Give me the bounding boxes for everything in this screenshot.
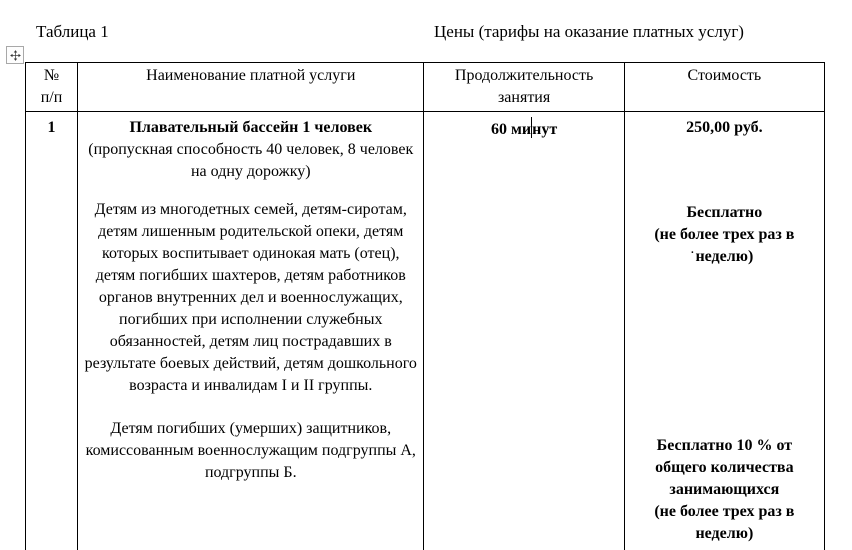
header-cell-cost[interactable]: Стоимость (623, 62, 826, 112)
cost-free2-note: (не более трех раз в неделю) (654, 503, 795, 542)
table-label: Таблица 1 (36, 22, 109, 41)
header-cell-duration[interactable]: Продолжительность занятия (423, 62, 625, 112)
row-number: 1 (47, 119, 56, 136)
header-service-label: Наименование платной услуги (146, 67, 356, 84)
cell-cost[interactable]: 250,00 руб. Бесплатно (не более трех раз… (623, 111, 826, 550)
table-move-handle-icon (9, 49, 22, 62)
header-num-line1: № (43, 67, 60, 84)
stray-period: . (690, 241, 695, 257)
text-cursor (531, 117, 533, 138)
service-beneficiaries-1: Детям из многодетных семей, детям-сирота… (84, 201, 417, 394)
cost-free2-label: Бесплатно 10 % от общего количества зани… (655, 437, 794, 498)
service-note: (пропускная способность 40 человек, 8 че… (88, 141, 414, 180)
header-num-line2: п/п (40, 89, 63, 106)
cost-free-note: (не более трех раз в неделю) (654, 226, 795, 265)
service-beneficiaries-2: Детям погибших (умерших) защитников, ком… (85, 420, 416, 481)
duration-value: 60 минут (430, 117, 617, 141)
duration-text-after-caret: нут (532, 121, 558, 138)
cell-duration[interactable]: 60 минут (423, 111, 625, 550)
page-title: Цены (тарифы на оказание платных услуг) (434, 22, 744, 41)
header-cell-num[interactable]: № п/п (24, 62, 79, 112)
header-duration-line2: занятия (497, 89, 551, 106)
duration-text-before-caret: 60 ми (491, 121, 532, 138)
header-duration-line1: Продолжительность (454, 67, 594, 84)
table-header-row: № п/п Наименование платной услуги Продол… (24, 62, 826, 112)
table-move-handle[interactable] (6, 46, 24, 64)
table-row: 1 Плавательный бассейн 1 человек (пропус… (24, 111, 826, 550)
service-title: Плавательный бассейн 1 человек (129, 119, 373, 136)
pricing-table: № п/п Наименование платной услуги Продол… (24, 62, 826, 550)
header-cost-label: Стоимость (687, 67, 762, 84)
header-cell-service[interactable]: Наименование платной услуги (77, 62, 425, 112)
cost-main: 250,00 руб. (686, 119, 763, 136)
cost-free-label: Бесплатно (686, 204, 763, 221)
cell-service-name[interactable]: Плавательный бассейн 1 человек (пропускн… (77, 111, 425, 550)
cell-row-number[interactable]: 1 (24, 111, 79, 550)
